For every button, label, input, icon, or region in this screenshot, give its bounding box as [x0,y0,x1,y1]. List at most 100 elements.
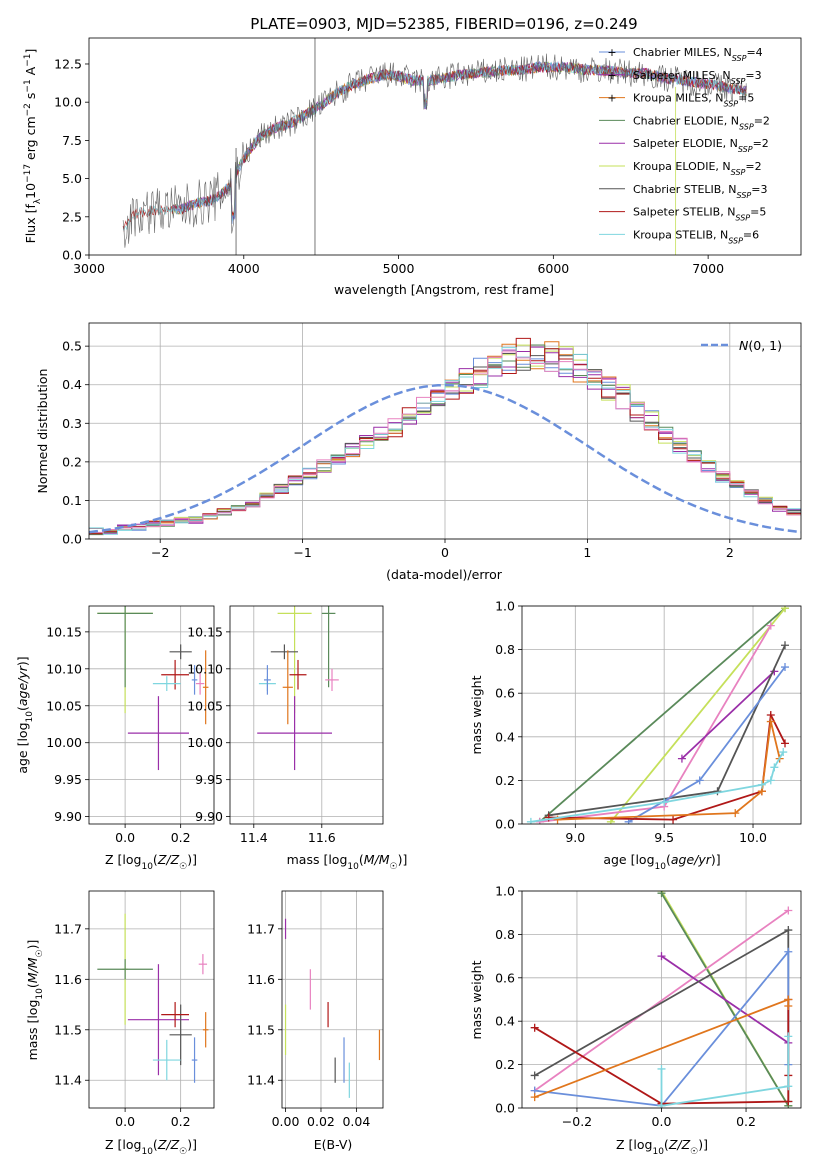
label-part: age [log [603,852,654,867]
legend-text: N [739,338,749,353]
x-axis-label: Z [log10(Z/Z☉)] [616,1137,708,1157]
y-tick-label: 10.15 [187,624,223,639]
y-tick-label: 10.10 [46,661,82,676]
label-part: Z/Z [157,852,180,867]
legend-label: Kroupa STELIB, NSSP=6 [633,228,759,245]
series-marker [770,763,779,772]
series-marker [530,1023,539,1032]
y-tick-label: 0.6 [495,686,515,701]
y-tick-label: 0.3 [62,416,82,431]
x-tick-label: 0.0 [115,1114,135,1129]
axes-frame [281,890,384,1109]
axes-frame [521,890,802,1109]
legend-sub: SSP [731,76,746,85]
x-tick-label: 11.4 [240,830,268,845]
y-tick-label: 10.00 [187,735,223,750]
x-tick-label: 0.00 [272,1114,300,1129]
series-marker [657,1064,666,1073]
legend-eq: =2 [754,114,770,127]
label-part: 10 [35,988,45,1000]
x-tick-label: 0.0 [652,1114,672,1129]
label-part: ( [153,1137,158,1152]
x-axis-label: (data-model)/error [386,567,503,582]
label-part: −17 [23,164,33,183]
y-axis-label: Flux [fλ10−17 erg cm−2 s−1 A−1] [23,49,43,244]
label-part: 10 [141,862,153,872]
y-tick-label: 11.6 [247,972,275,987]
x-tick-label: 0.02 [307,1114,335,1129]
panel-5: 9.0 9.5 10.0 0.0 0.2 0.4 0.6 0.8 1.0 age [log10(a… [469,599,802,872]
plot-area [257,606,339,771]
label-part: Z/Z [668,1137,691,1152]
axes-frame [521,605,802,825]
y-tick-label: 1.0 [495,884,515,899]
y-tick-label: 10.00 [46,735,82,750]
label-part: mass [log [287,852,348,867]
legend-marker: + [607,46,616,59]
series-marker [784,1082,793,1091]
series-marker [657,891,666,898]
spectrum-chabrier-stelib [122,53,747,248]
label-part: Z [log [105,1137,141,1152]
y-tick-label: 10.0 [54,95,82,110]
y-tick-label: 10.10 [187,661,223,676]
legend-label: Kroupa MILES, NSSP=5 [633,92,754,109]
series-line [548,644,786,817]
label-part: 10 [652,1147,664,1157]
y-tick-label: 0.2 [495,1057,515,1072]
x-axis-label: Z [log10(Z/Z☉)] [105,1137,197,1157]
label-part: )] [25,940,40,950]
x-tick-label: 0 [441,545,449,560]
series-marker [657,1101,666,1108]
series-line [628,666,786,823]
legend-label: Kroupa ELODIE, NSSP=2 [633,160,762,177]
legend-label: Chabrier STELIB, NSSP=3 [633,183,767,200]
x-axis-label: Z [log10(Z/Z☉)] [105,852,197,872]
legend-eq: =6 [743,228,759,241]
label-part: Z [log [105,852,141,867]
legend-sub: SSP [735,213,750,222]
series-marker [766,621,775,630]
histogram-step [89,351,801,533]
x-tick-label: 0.0 [115,830,135,845]
series-line [660,955,789,1044]
series-line [534,909,789,1092]
label-part: )] [187,1137,197,1152]
plot-area [530,891,793,1108]
y-tick-label: 11.7 [54,921,82,936]
legend-sub: SSP [738,145,753,154]
series-marker [657,952,666,961]
panel-8: −0.2 0.0 0.2 0.0 0.2 0.4 0.6 0.8 1.0 Z [log10(Z/Z… [469,884,802,1157]
label-part: Z [log [616,1137,652,1152]
panel-7: 0.00 0.02 0.04 11.4 11.5 11.6 11.7 E(B-V) [247,890,384,1152]
label-part: ( [153,852,158,867]
x-tick-label: 0.2 [171,830,191,845]
y-tick-label: 0.4 [495,1014,515,1029]
label-part: )] [698,1137,708,1152]
series-marker [784,906,793,915]
label-part: mass [log [25,1000,40,1061]
plot-area [122,38,747,255]
legend-label: Salpeter ELODIE, NSSP=2 [633,137,769,154]
y-tick-label: 11.7 [247,921,275,936]
legend-sub: SSP [731,168,746,177]
chart-title: PLATE=0903, MJD=52385, FIBERID=0196, z=0… [250,15,637,33]
legend-text: Chabrier ELODIE, N [633,114,739,127]
x-tick-label: 7000 [692,261,724,276]
series-line [539,607,786,823]
panel-1: 3000 4000 5000 6000 7000 0.0 2.5 5.0 7.5 10.0 12.5… [23,15,802,297]
series-marker [784,1097,793,1106]
series-marker [781,739,790,748]
y-tick-label: 5.0 [62,171,82,186]
series-marker [660,798,669,807]
label-part: λ [33,198,43,204]
x-axis-label: E(B-V) [314,1137,353,1152]
y-tick-label: 0.1 [62,493,82,508]
panel-3: 0.0 0.2 9.90 9.95 10.00 10.05 10.10 10.15 Z [log… [15,605,215,872]
x-tick-label: 0.2 [736,1114,756,1129]
label-part: ☉ [179,1147,187,1157]
axes-frame [88,37,802,256]
x-tick-label: 3000 [73,261,105,276]
label-part: M/M [25,957,40,983]
label-part: ( [25,983,40,988]
